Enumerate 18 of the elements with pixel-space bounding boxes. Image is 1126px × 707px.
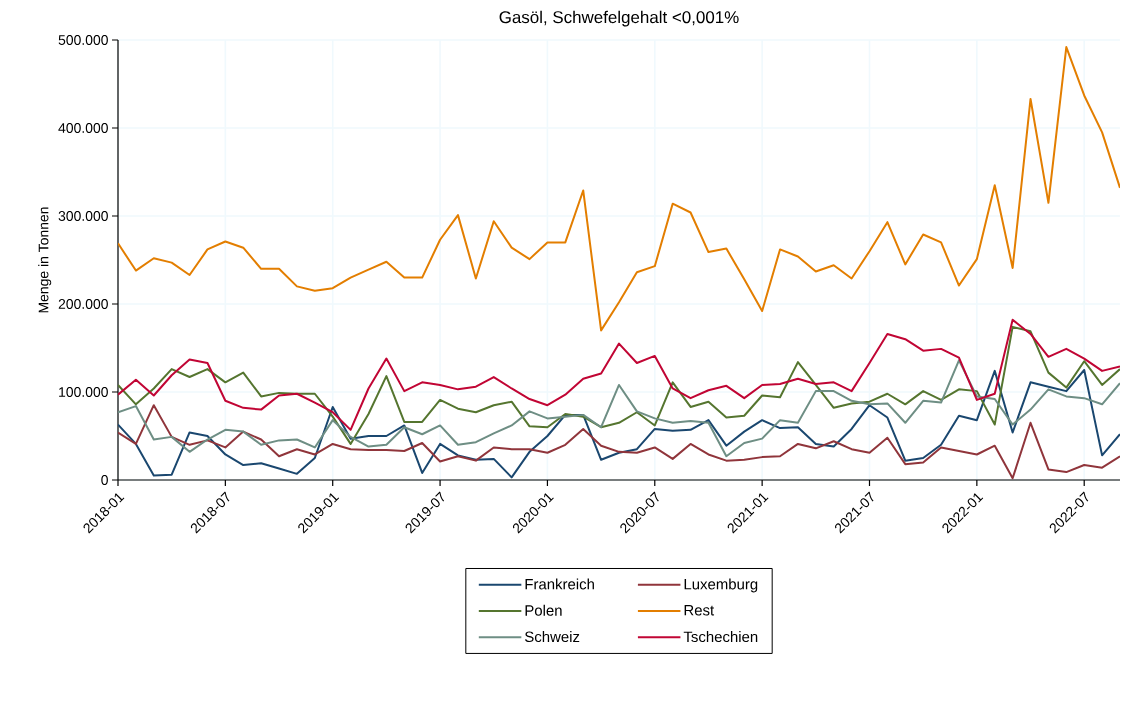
legend-label: Frankreich bbox=[525, 578, 594, 590]
y-tick-label: 100.000 bbox=[59, 387, 108, 397]
y-tick-label: 0 bbox=[101, 475, 108, 485]
legend-label: Schweiz bbox=[525, 631, 580, 643]
line-series bbox=[118, 318, 1120, 431]
y-tick-label: 200.000 bbox=[58, 299, 108, 309]
y-axis-title: Menge in Tonnen bbox=[38, 207, 52, 313]
legend-label: Polen bbox=[525, 604, 562, 616]
line-series bbox=[118, 359, 1120, 458]
chart-title: Gasöl, Schwefelgehalt <0,001% bbox=[499, 10, 739, 27]
y-tick-label: 500.000 bbox=[58, 35, 108, 45]
y-tick-label: 400.000 bbox=[58, 123, 108, 133]
line-series bbox=[118, 325, 1120, 445]
legend-label: Luxemburg bbox=[684, 578, 758, 593]
line-series bbox=[118, 46, 1120, 332]
legend-label: Tschechien bbox=[683, 631, 758, 643]
legend-label: Rest bbox=[684, 605, 715, 616]
y-tick-label: 300.000 bbox=[58, 211, 108, 221]
